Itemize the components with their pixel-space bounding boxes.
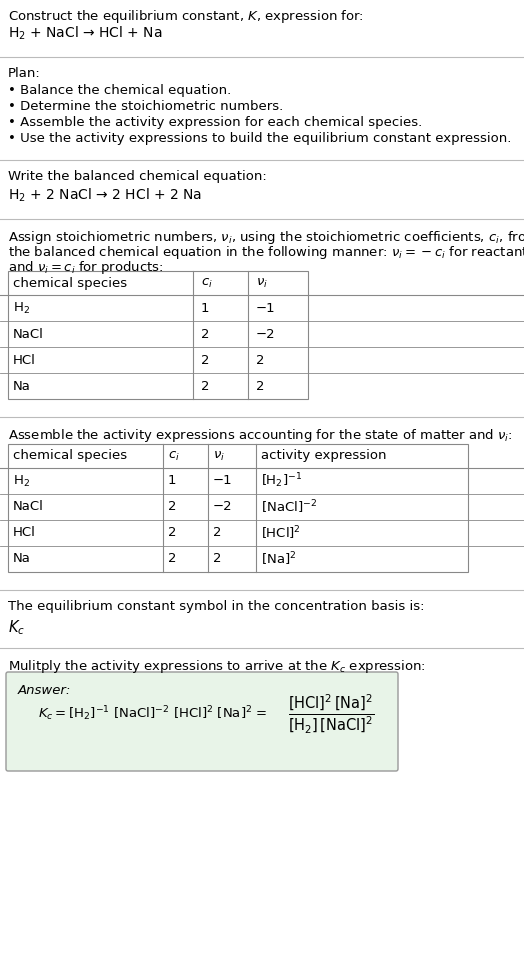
Text: 2: 2 (256, 353, 265, 367)
Text: Mulitply the activity expressions to arrive at the $K_c$ expression:: Mulitply the activity expressions to arr… (8, 658, 426, 675)
Text: The equilibrium constant symbol in the concentration basis is:: The equilibrium constant symbol in the c… (8, 600, 424, 613)
Text: H$_2$ + NaCl → HCl + Na: H$_2$ + NaCl → HCl + Na (8, 25, 162, 42)
Text: HCl: HCl (13, 353, 36, 367)
Text: HCl: HCl (13, 526, 36, 540)
Text: chemical species: chemical species (13, 277, 127, 290)
Text: $K_c = [\mathrm{H_2}]^{-1}$ $[\mathrm{NaCl}]^{-2}$ $[\mathrm{HCl}]^2$ $[\mathrm{: $K_c = [\mathrm{H_2}]^{-1}$ $[\mathrm{Na… (38, 704, 269, 723)
Text: [H$_2$]$^{-1}$: [H$_2$]$^{-1}$ (261, 472, 302, 490)
Text: Plan:: Plan: (8, 67, 41, 80)
Text: $c_i$: $c_i$ (201, 277, 213, 290)
Text: −2: −2 (213, 501, 233, 514)
Text: −2: −2 (256, 327, 276, 341)
Text: activity expression: activity expression (261, 450, 387, 462)
Text: 1: 1 (168, 475, 177, 487)
Bar (8, 271, 308, 399)
Text: Na: Na (13, 380, 31, 392)
Text: [HCl]$^2$: [HCl]$^2$ (261, 524, 301, 542)
Text: −1: −1 (213, 475, 233, 487)
Text: Write the balanced chemical equation:: Write the balanced chemical equation: (8, 170, 267, 183)
Text: NaCl: NaCl (13, 501, 44, 514)
Text: NaCl: NaCl (13, 327, 44, 341)
Text: and $\nu_i = c_i$ for products:: and $\nu_i = c_i$ for products: (8, 259, 163, 276)
Text: Na: Na (13, 552, 31, 566)
Text: 2: 2 (201, 380, 210, 392)
Text: 2: 2 (213, 552, 222, 566)
Text: the balanced chemical equation in the following manner: $\nu_i = -c_i$ for react: the balanced chemical equation in the fo… (8, 244, 524, 261)
Text: $\nu_i$: $\nu_i$ (256, 277, 268, 290)
Text: 2: 2 (168, 526, 177, 540)
Text: • Assemble the activity expression for each chemical species.: • Assemble the activity expression for e… (8, 116, 422, 129)
Text: −1: −1 (256, 301, 276, 315)
Text: • Balance the chemical equation.: • Balance the chemical equation. (8, 84, 231, 97)
Text: $\dfrac{[\mathrm{HCl}]^2\,[\mathrm{Na}]^2}{[\mathrm{H_2}]\,[\mathrm{NaCl}]^2}$: $\dfrac{[\mathrm{HCl}]^2\,[\mathrm{Na}]^… (288, 692, 375, 736)
Text: Construct the equilibrium constant, $K$, expression for:: Construct the equilibrium constant, $K$,… (8, 8, 364, 25)
Text: Assign stoichiometric numbers, $\nu_i$, using the stoichiometric coefficients, $: Assign stoichiometric numbers, $\nu_i$, … (8, 229, 524, 246)
Text: $K_c$: $K_c$ (8, 618, 25, 636)
Text: $c_i$: $c_i$ (168, 450, 180, 462)
Text: H$_2$: H$_2$ (13, 300, 30, 316)
Text: Assemble the activity expressions accounting for the state of matter and $\nu_i$: Assemble the activity expressions accoun… (8, 427, 512, 444)
Text: 2: 2 (168, 552, 177, 566)
Text: 2: 2 (201, 327, 210, 341)
Text: • Use the activity expressions to build the equilibrium constant expression.: • Use the activity expressions to build … (8, 132, 511, 145)
Text: H$_2$: H$_2$ (13, 474, 30, 489)
Text: 2: 2 (168, 501, 177, 514)
Text: $\nu_i$: $\nu_i$ (213, 450, 225, 462)
Text: 2: 2 (256, 380, 265, 392)
Text: 1: 1 (201, 301, 210, 315)
Text: chemical species: chemical species (13, 450, 127, 462)
Text: H$_2$ + 2 NaCl → 2 HCl + 2 Na: H$_2$ + 2 NaCl → 2 HCl + 2 Na (8, 187, 202, 205)
Text: 2: 2 (213, 526, 222, 540)
Text: • Determine the stoichiometric numbers.: • Determine the stoichiometric numbers. (8, 100, 283, 113)
Text: [Na]$^2$: [Na]$^2$ (261, 550, 297, 568)
FancyBboxPatch shape (6, 672, 398, 771)
Bar (8, 444, 468, 572)
Text: 2: 2 (201, 353, 210, 367)
Text: Answer:: Answer: (18, 684, 71, 697)
Text: [NaCl]$^{-2}$: [NaCl]$^{-2}$ (261, 499, 317, 516)
